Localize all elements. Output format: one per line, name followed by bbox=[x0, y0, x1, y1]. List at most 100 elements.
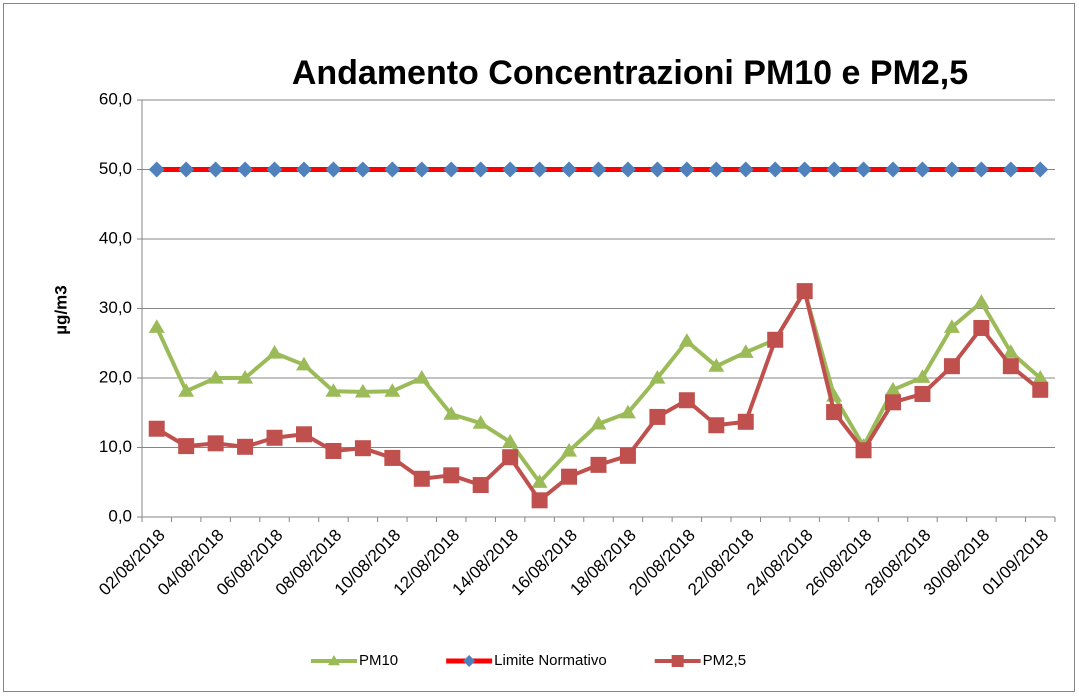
marker bbox=[531, 161, 548, 178]
marker bbox=[531, 474, 548, 488]
marker bbox=[384, 161, 401, 178]
marker bbox=[590, 161, 607, 178]
marker bbox=[266, 161, 283, 178]
marker bbox=[708, 417, 725, 434]
marker bbox=[472, 477, 489, 494]
marker bbox=[885, 381, 902, 396]
marker bbox=[973, 319, 990, 336]
marker bbox=[619, 447, 636, 464]
marker bbox=[443, 467, 460, 484]
marker bbox=[973, 294, 990, 308]
marker bbox=[737, 161, 754, 178]
marker bbox=[1002, 344, 1019, 358]
marker bbox=[207, 435, 224, 452]
marker bbox=[649, 408, 666, 425]
marker bbox=[354, 161, 371, 178]
marker bbox=[413, 470, 430, 487]
marker bbox=[531, 492, 548, 509]
marker bbox=[443, 406, 460, 420]
marker bbox=[561, 468, 578, 485]
marker bbox=[767, 331, 784, 348]
marker bbox=[502, 449, 519, 466]
marker bbox=[826, 161, 843, 178]
marker bbox=[472, 161, 489, 178]
marker bbox=[178, 438, 195, 455]
marker bbox=[472, 415, 489, 429]
marker bbox=[1002, 161, 1019, 178]
marker bbox=[708, 161, 725, 178]
legend-label: PM10 bbox=[359, 652, 398, 669]
y-tick-label: 50,0 bbox=[99, 159, 132, 178]
marker bbox=[237, 161, 254, 178]
marker bbox=[619, 404, 636, 419]
marker bbox=[561, 161, 578, 178]
marker bbox=[855, 161, 872, 178]
marker bbox=[148, 161, 165, 178]
marker bbox=[384, 449, 401, 466]
marker bbox=[914, 161, 931, 178]
marker bbox=[914, 385, 931, 402]
marker bbox=[207, 161, 224, 178]
marker bbox=[767, 161, 784, 178]
marker bbox=[178, 383, 195, 397]
marker bbox=[325, 442, 342, 459]
marker bbox=[649, 370, 666, 384]
marker bbox=[1032, 381, 1049, 398]
marker bbox=[502, 433, 519, 448]
legend: PM10 Limite Normativo PM2,5 bbox=[310, 652, 746, 669]
marker bbox=[325, 383, 342, 397]
marker bbox=[678, 161, 695, 178]
marker bbox=[354, 440, 371, 457]
marker bbox=[796, 283, 813, 300]
y-tick-label: 0,0 bbox=[108, 506, 132, 525]
marker bbox=[463, 655, 476, 667]
marker bbox=[737, 413, 754, 430]
marker bbox=[443, 161, 460, 178]
marker bbox=[796, 161, 813, 178]
y-tick-label: 20,0 bbox=[99, 367, 132, 386]
marker bbox=[973, 161, 990, 178]
marker bbox=[207, 370, 224, 384]
legend-label: Limite Normativo bbox=[494, 652, 607, 669]
marker bbox=[590, 415, 607, 430]
marker bbox=[943, 161, 960, 178]
marker bbox=[327, 655, 340, 666]
marker bbox=[413, 370, 430, 384]
marker bbox=[1032, 370, 1049, 384]
chart-border bbox=[3, 3, 1075, 692]
marker bbox=[237, 370, 254, 384]
marker bbox=[826, 404, 843, 421]
marker bbox=[885, 394, 902, 411]
marker bbox=[325, 161, 342, 178]
marker bbox=[943, 319, 960, 333]
marker bbox=[737, 344, 754, 358]
marker bbox=[678, 392, 695, 409]
marker bbox=[148, 420, 165, 437]
marker bbox=[885, 161, 902, 178]
marker bbox=[855, 442, 872, 459]
marker bbox=[413, 161, 430, 178]
marker bbox=[266, 344, 283, 359]
marker bbox=[678, 333, 695, 347]
marker bbox=[649, 161, 666, 178]
marker bbox=[1002, 358, 1019, 375]
marker bbox=[354, 383, 371, 398]
marker bbox=[619, 161, 636, 178]
y-axis-label: µg/m3 bbox=[51, 285, 70, 334]
legend-label: PM2,5 bbox=[703, 652, 746, 669]
chart-title: Andamento Concentrazioni PM10 e PM2,5 bbox=[292, 54, 968, 92]
marker bbox=[266, 429, 283, 446]
marker bbox=[295, 426, 312, 443]
marker bbox=[384, 383, 401, 397]
marker bbox=[295, 356, 312, 371]
y-tick-label: 10,0 bbox=[99, 437, 132, 456]
marker bbox=[178, 161, 195, 178]
marker bbox=[1032, 161, 1049, 178]
y-tick-label: 40,0 bbox=[99, 228, 132, 247]
marker bbox=[295, 161, 312, 178]
marker bbox=[237, 438, 254, 455]
marker bbox=[561, 442, 578, 457]
marker bbox=[590, 456, 607, 473]
y-tick-label: 60,0 bbox=[99, 89, 132, 108]
marker bbox=[914, 369, 931, 383]
